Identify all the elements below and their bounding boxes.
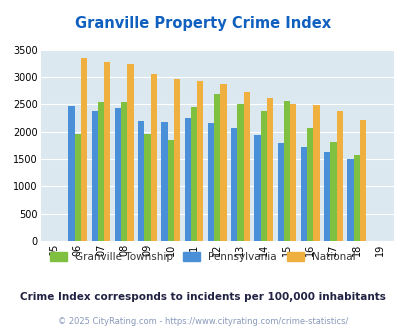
Bar: [254, 135, 260, 241]
Bar: [243, 92, 249, 241]
Bar: [220, 84, 226, 241]
Bar: [289, 104, 296, 241]
Bar: [127, 64, 133, 241]
Bar: [260, 111, 266, 241]
Bar: [75, 134, 81, 241]
Bar: [196, 81, 203, 241]
Bar: [346, 159, 353, 241]
Bar: [300, 147, 306, 241]
Bar: [353, 155, 359, 241]
Bar: [167, 140, 173, 241]
Bar: [237, 104, 243, 241]
Bar: [213, 94, 220, 241]
Bar: [230, 128, 237, 241]
Bar: [207, 123, 213, 241]
Bar: [266, 98, 273, 241]
Bar: [138, 120, 144, 241]
Text: Granville Property Crime Index: Granville Property Crime Index: [75, 16, 330, 31]
Bar: [184, 118, 190, 241]
Bar: [98, 102, 104, 241]
Bar: [104, 62, 110, 241]
Bar: [161, 122, 167, 241]
Bar: [329, 142, 336, 241]
Bar: [81, 58, 87, 241]
Bar: [336, 111, 342, 241]
Text: Crime Index corresponds to incidents per 100,000 inhabitants: Crime Index corresponds to incidents per…: [20, 292, 385, 302]
Bar: [150, 74, 156, 241]
Bar: [306, 128, 313, 241]
Bar: [359, 120, 365, 241]
Bar: [277, 143, 283, 241]
Bar: [115, 108, 121, 241]
Bar: [323, 152, 329, 241]
Bar: [190, 108, 196, 241]
Text: © 2025 CityRating.com - https://www.cityrating.com/crime-statistics/: © 2025 CityRating.com - https://www.city…: [58, 317, 347, 326]
Bar: [313, 105, 319, 241]
Bar: [92, 111, 98, 241]
Bar: [68, 106, 75, 241]
Legend: Granville Township, Pennsylvania, National: Granville Township, Pennsylvania, Nation…: [50, 252, 355, 262]
Bar: [144, 134, 150, 241]
Bar: [173, 79, 180, 241]
Bar: [283, 101, 289, 241]
Bar: [121, 102, 127, 241]
